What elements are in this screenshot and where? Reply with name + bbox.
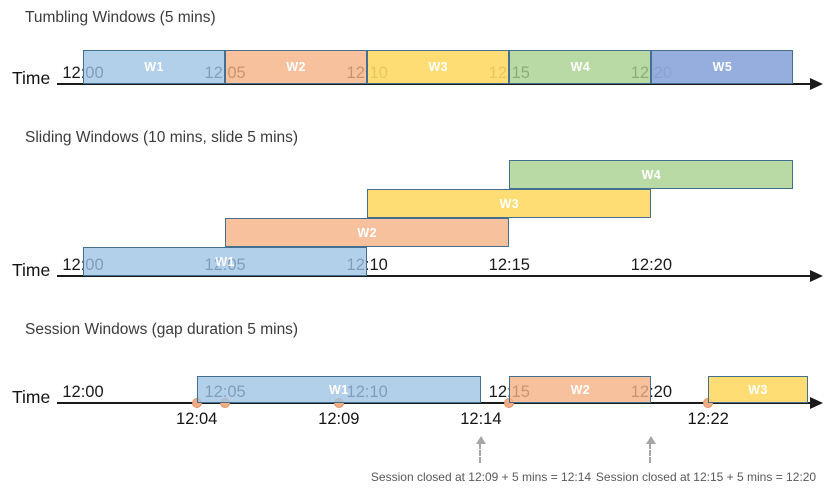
axis-time-label-session: Time	[12, 387, 51, 407]
section-title-tumbling: Tumbling Windows (5 mins)	[25, 9, 216, 26]
window-tumbling-w5: W5	[651, 50, 794, 84]
section-title-session: Session Windows (gap duration 5 mins)	[25, 321, 299, 338]
window-session-w2: W2	[509, 376, 652, 403]
window-tumbling-w4: W4	[509, 50, 652, 84]
window-sliding-w4: W4	[509, 160, 794, 189]
time-axis-sliding	[57, 275, 813, 277]
axis-time-label-sliding: Time	[12, 260, 51, 280]
window-label: W1	[144, 60, 164, 74]
session-close-arrow-icon	[475, 436, 487, 464]
window-label: W1	[215, 254, 235, 269]
window-label: W1	[329, 382, 349, 397]
session-close-caption: Session closed at 12:09 + 5 mins = 12:14	[370, 470, 592, 484]
axis-arrow-icon	[810, 397, 823, 409]
window-sliding-w2: W2	[225, 218, 510, 247]
window-label: W3	[748, 382, 768, 397]
window-tumbling-w3: W3	[367, 50, 510, 84]
axis-tick-label: 12:00	[62, 383, 104, 401]
time-axis-tumbling	[57, 83, 813, 85]
event-time-label: 12:04	[176, 410, 218, 428]
window-sliding-w1: W1	[83, 247, 368, 276]
window-label: W4	[570, 60, 591, 74]
axis-tick-label: 12:15	[488, 256, 530, 274]
close-arrow-head	[646, 436, 657, 444]
section-title-sliding: Sliding Windows (10 mins, slide 5 mins)	[25, 129, 299, 146]
window-label: W3	[428, 60, 449, 74]
axis-tick-label: 12:20	[630, 256, 673, 274]
event-time-label: 12:09	[318, 410, 360, 428]
window-tumbling-w2: W2	[225, 50, 368, 84]
close-arrow-line	[649, 443, 652, 463]
axis-arrow-icon	[810, 270, 823, 282]
window-sliding-w3: W3	[367, 189, 652, 218]
close-arrow-line	[478, 443, 481, 463]
window-label: W2	[286, 60, 306, 74]
time-axis-session	[57, 402, 813, 404]
axis-time-label-tumbling: Time	[12, 68, 51, 88]
session-close-caption: Session closed at 12:15 + 5 mins = 12:20	[595, 470, 817, 484]
window-tumbling-w1: W1	[83, 50, 226, 84]
close-arrow-head	[475, 436, 486, 444]
window-label: W3	[499, 196, 520, 211]
event-time-label: 12:14	[460, 410, 502, 428]
window-session-w3: W3	[708, 376, 808, 403]
window-label: W5	[712, 60, 733, 74]
window-label: W2	[357, 225, 377, 240]
session-close-arrow-icon	[645, 436, 657, 464]
window-label: W2	[570, 382, 591, 397]
window-label: W4	[641, 167, 662, 182]
event-time-label: 12:22	[687, 410, 729, 428]
axis-arrow-icon	[810, 78, 823, 90]
window-session-w1: W1	[196, 376, 481, 403]
